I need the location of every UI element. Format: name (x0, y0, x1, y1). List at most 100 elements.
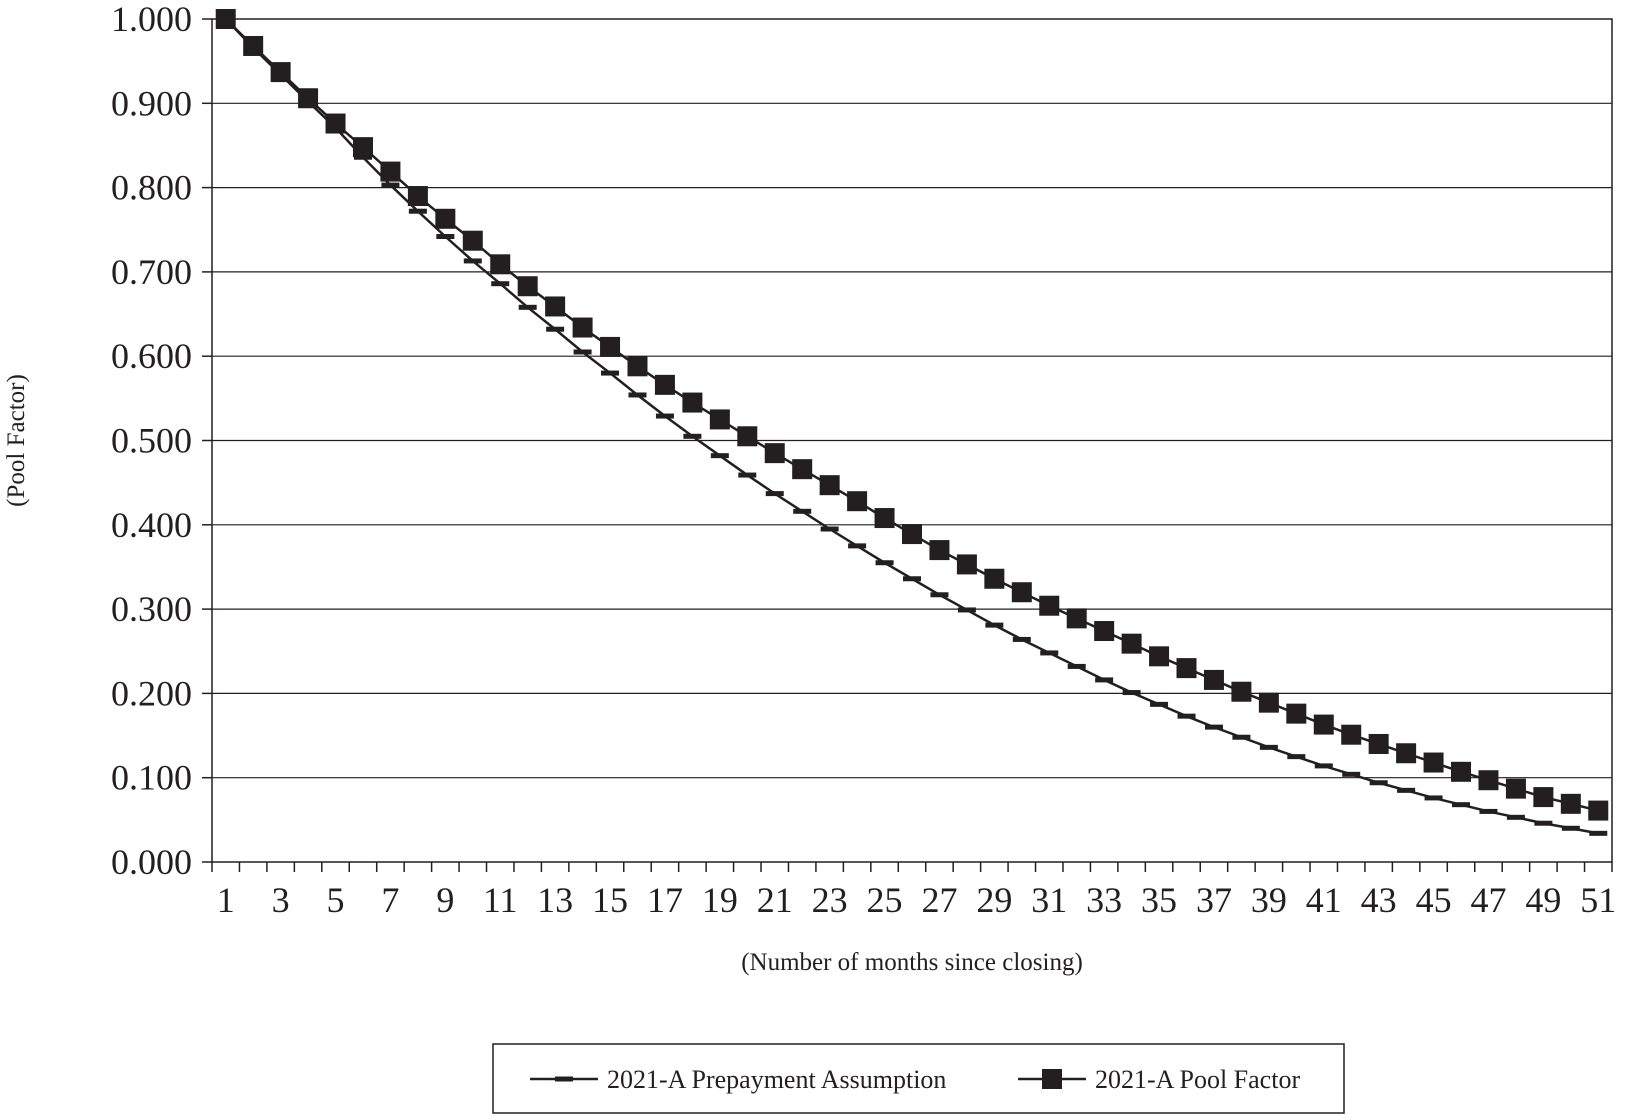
data-point-square (792, 459, 813, 480)
data-point-square (1286, 703, 1307, 724)
data-point-square (902, 524, 922, 545)
data-point-square (1258, 692, 1279, 713)
x-tick-label: 27 (921, 880, 957, 920)
y-tick-label: 0.900 (111, 83, 192, 123)
series-line (224, 18, 1599, 835)
y-tick-label: 0.700 (111, 252, 192, 292)
y-tick-label: 0.200 (111, 673, 192, 713)
legend: 2021-A Prepayment Assumption 2021-A Pool… (492, 1043, 1345, 1114)
data-point-square (298, 88, 319, 109)
data-point-square (1039, 595, 1060, 616)
data-point-dash (848, 543, 867, 549)
gridlines (212, 102, 1612, 779)
data-point-square (1533, 787, 1554, 808)
x-tick-label: 11 (483, 880, 518, 920)
y-tick-label: 0.000 (111, 842, 192, 882)
x-tick-label: 3 (272, 880, 290, 920)
x-tick-label: 31 (1031, 880, 1067, 920)
data-point-dash (1452, 802, 1471, 808)
data-point-dash (436, 233, 455, 239)
data-point-square (600, 336, 621, 357)
x-tick-label: 37 (1196, 880, 1232, 920)
data-point-dash (1589, 830, 1608, 836)
data-point-dash (1177, 713, 1196, 719)
data-point-square (243, 35, 264, 56)
x-tick-label: 47 (1470, 880, 1506, 920)
series-line (224, 18, 1599, 812)
data-point-square (1231, 681, 1252, 702)
data-point-square (1341, 724, 1362, 745)
x-tick-label: 5 (327, 880, 345, 920)
data-point-square (764, 443, 785, 464)
x-tick-label: 17 (647, 880, 683, 920)
legend-item-pool-factor: 2021-A Pool Factor (1018, 1065, 1300, 1094)
x-tick-label: 9 (436, 880, 454, 920)
data-point-square (490, 254, 511, 275)
data-point-dash (1095, 677, 1114, 683)
data-point-dash (930, 592, 949, 598)
data-point-square (435, 208, 456, 229)
series-pool-factor (215, 9, 1609, 821)
data-point-dash (1040, 650, 1059, 656)
data-point-square (984, 568, 1005, 589)
data-point-dash (381, 182, 400, 188)
data-point-square (1313, 714, 1334, 735)
data-point-dash (710, 453, 729, 459)
x-tick-label: 45 (1416, 880, 1452, 920)
x-tick-label: 21 (757, 880, 793, 920)
data-point-square (1094, 621, 1115, 642)
data-point-dash (573, 349, 592, 355)
data-point-square (1066, 608, 1087, 629)
x-tick-label: 43 (1361, 880, 1397, 920)
data-point-square (1423, 752, 1444, 773)
x-tick-label: 41 (1306, 880, 1342, 920)
data-point-square (1149, 646, 1170, 667)
data-point-square (682, 392, 703, 413)
data-point-dash (601, 370, 620, 376)
x-tick-label: 39 (1251, 880, 1287, 920)
data-point-square (270, 62, 291, 83)
data-point-dash (765, 491, 784, 497)
y-tick-label: 0.500 (111, 421, 192, 461)
legend-label-pool-factor: 2021-A Pool Factor (1095, 1065, 1300, 1094)
data-point-square (1478, 770, 1499, 791)
data-point-square (1505, 778, 1526, 799)
data-point-square (874, 508, 895, 529)
x-tick-label: 49 (1525, 880, 1561, 920)
data-point-dash (1232, 734, 1251, 740)
data-point-square (352, 137, 373, 158)
data-point-square (654, 374, 675, 395)
data-point-dash (353, 154, 372, 160)
x-tick-label: 19 (702, 880, 738, 920)
data-point-dash (1012, 636, 1031, 642)
data-point-square (1176, 658, 1197, 679)
data-point-square (1121, 633, 1142, 654)
data-point-dash (957, 607, 976, 613)
data-point-dash (1259, 744, 1278, 750)
y-tick-label: 0.600 (111, 336, 192, 376)
data-point-square (462, 230, 483, 251)
data-point-square (627, 356, 648, 377)
x-tick-label: 23 (812, 880, 848, 920)
legend-square-marker-icon (1042, 1069, 1062, 1089)
data-point-square (737, 426, 758, 447)
data-point-dash (903, 576, 921, 582)
y-axis-ticks: 0.000 0.100 0.200 0.300 0.400 0.500 0.600 0.700… (111, 0, 212, 882)
legend-item-prepayment-assumption: 2021-A Prepayment Assumption (530, 1065, 946, 1094)
data-point-dash (1397, 787, 1416, 793)
data-point-dash (1204, 724, 1223, 730)
y-tick-label: 1.000 (111, 0, 192, 39)
data-point-dash (1342, 771, 1361, 777)
data-point-dash (518, 304, 537, 310)
series-prepayment-assumption (216, 16, 1608, 836)
data-point-dash (1067, 663, 1086, 669)
x-tick-label: 35 (1141, 880, 1177, 920)
data-point-dash (628, 392, 647, 398)
x-tick-label: 13 (537, 880, 573, 920)
data-point-dash (875, 560, 894, 566)
data-point-dash (1561, 825, 1580, 831)
x-tick-label: 29 (976, 880, 1012, 920)
data-point-dash (546, 326, 565, 332)
x-tick-label: 33 (1086, 880, 1122, 920)
